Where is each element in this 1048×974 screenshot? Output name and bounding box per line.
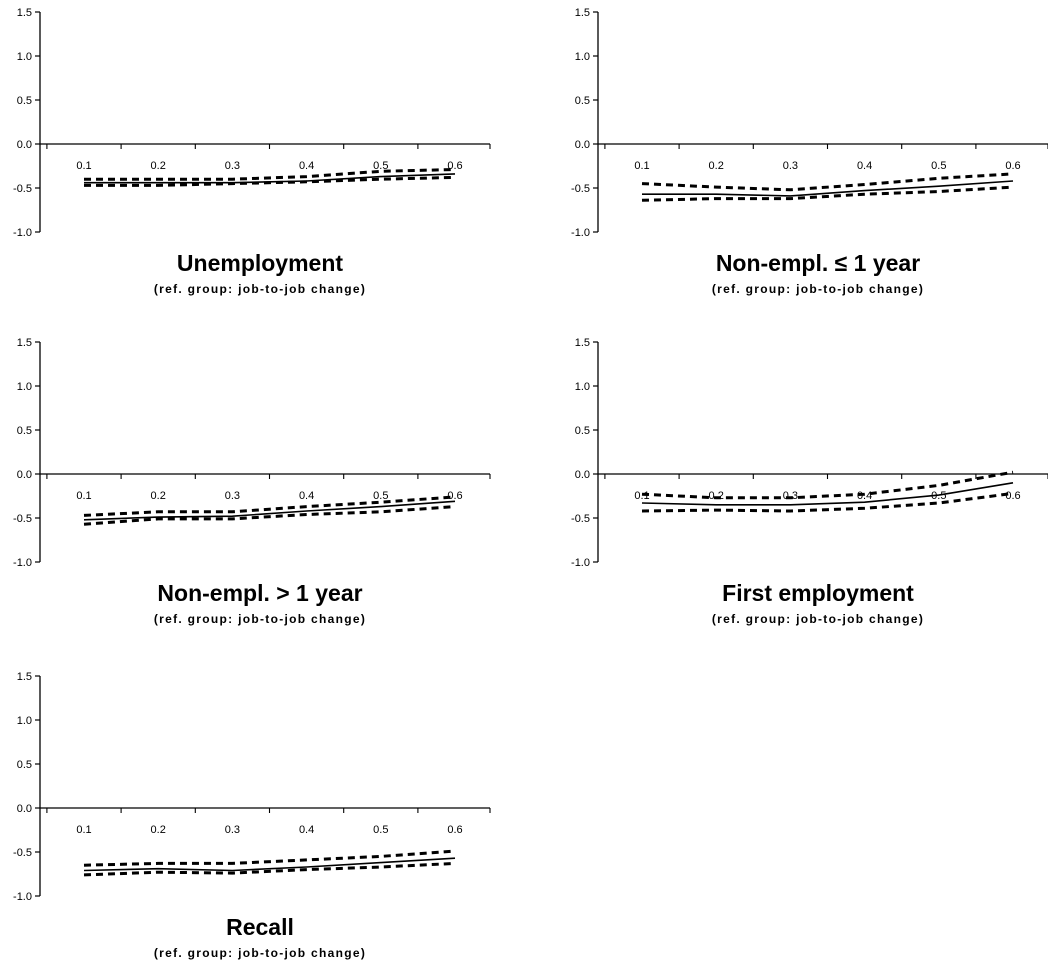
chart-svg: 1.5 1.0 0.5 0.0 -0.5 -1.0 0.1 0.2 0.3 0.4 0.5 0.6 [13,7,491,239]
chart-panel: 1.5 1.0 0.5 0.0 -0.5 -1.0 0.1 0.2 0.3 0.4 0.5 0.6 Un… [0,0,510,310]
confidence-band-line [83,505,456,526]
x-tick-label: 0.4 [299,824,314,836]
x-tick-label: 0.2 [709,490,724,502]
y-tick-label: 1.5 [17,337,32,349]
y-tick-label: 1.0 [17,51,32,63]
y-tick-label: -0.5 [571,513,590,525]
confidence-band-line [84,168,456,181]
x-tick-label: 0.6 [1005,490,1020,502]
y-tick-label: 1.0 [575,381,590,393]
confidence-band-line [641,470,1014,500]
y-tick-label: 0.5 [575,95,590,107]
y-tick-label: -1.0 [13,227,32,239]
y-tick-label: 0.5 [17,425,32,437]
x-tick-label: 0.1 [634,160,649,172]
y-tick-label: 0.0 [17,139,32,151]
chart-subtitle: (ref. group: job-to-job change) [153,946,367,960]
x-tick-label: 0.3 [225,160,240,172]
y-tick-label: -0.5 [13,183,32,195]
x-tick-label: 0.2 [151,160,166,172]
x-tick-label: 0.3 [783,160,798,172]
x-tick-label: 0.3 [225,490,240,502]
chart-title: First employment [722,580,914,606]
x-tick-label: 0.5 [931,160,946,172]
estimate-line [642,180,1014,197]
y-tick-label: 0.5 [17,95,32,107]
y-tick-label: 1.0 [575,51,590,63]
y-tick-label: 1.5 [17,671,32,683]
x-tick-label: 0.1 [76,160,91,172]
y-tick-label: 0.0 [17,469,32,481]
x-tick-label: 0.3 [225,824,240,836]
y-tick-label: 0.0 [575,469,590,481]
y-tick-label: 1.5 [17,7,32,19]
y-tick-label: 0.5 [575,425,590,437]
y-tick-label: 0.5 [17,759,32,771]
x-tick-label: 0.2 [151,490,166,502]
x-tick-label: 0.3 [783,490,798,502]
x-tick-label: 0.4 [299,490,314,502]
y-tick-label: 1.0 [17,381,32,393]
chart-title: Non-empl. ≤ 1 year [715,250,921,276]
x-tick-label: 0.2 [151,824,166,836]
x-tick-label: 0.6 [447,160,462,172]
chart-panel: 1.5 1.0 0.5 0.0 -0.5 -1.0 0.1 0.2 0.3 0.4 0.5 0.6 Re… [0,664,510,974]
y-tick-label: -1.0 [571,227,590,239]
confidence-band-line [83,861,456,877]
chart-subtitle: (ref. group: job-to-job change) [711,282,925,296]
chart-svg: 1.5 1.0 0.5 0.0 -0.5 -1.0 0.1 0.2 0.3 0.4 0.5 0.6 [13,671,491,903]
chart-title: Recall [226,914,294,940]
y-tick-label: -1.0 [571,557,590,569]
y-tick-label: 0.0 [17,803,32,815]
y-tick-label: -0.5 [13,847,32,859]
confidence-band-line [641,491,1014,513]
x-tick-label: 0.5 [373,490,388,502]
x-tick-label: 0.4 [857,490,872,502]
x-tick-label: 0.5 [931,490,946,502]
y-tick-label: 1.0 [17,715,32,727]
y-tick-label: -0.5 [13,513,32,525]
confidence-band-line [641,172,1014,192]
chart-svg: 1.5 1.0 0.5 0.0 -0.5 -1.0 0.1 0.2 0.3 0.4 0.5 0.6 [13,337,491,569]
x-tick-label: 0.5 [373,160,388,172]
x-tick-label: 0.6 [1005,160,1020,172]
x-tick-label: 0.5 [373,824,388,836]
chart-subtitle: (ref. group: job-to-job change) [153,282,367,296]
y-tick-label: 0.0 [575,139,590,151]
x-tick-label: 0.1 [634,490,649,502]
chart-panel: 1.5 1.0 0.5 0.0 -0.5 -1.0 0.1 0.2 0.3 0.4 0.5 0.6 No… [0,330,510,640]
chart-subtitle: (ref. group: job-to-job change) [711,612,925,626]
chart-panel: 1.5 1.0 0.5 0.0 -0.5 -1.0 0.1 0.2 0.3 0.4 0.5 0.6 No… [558,0,1048,310]
chart-subtitle: (ref. group: job-to-job change) [153,612,367,626]
chart-title: Non-empl. > 1 year [157,580,363,606]
chart-title: Unemployment [176,250,344,276]
x-tick-label: 0.2 [709,160,724,172]
x-tick-label: 0.6 [447,824,462,836]
confidence-band-line [83,849,456,867]
estimate-line [83,500,456,521]
x-tick-label: 0.1 [76,490,91,502]
chart-svg: 1.5 1.0 0.5 0.0 -0.5 -1.0 0.1 0.2 0.3 0.4 0.5 0.6 [571,337,1048,569]
y-tick-label: 1.5 [575,7,590,19]
x-tick-label: 0.4 [299,160,314,172]
confidence-band-line [83,495,456,517]
x-tick-label: 0.6 [447,490,462,502]
x-tick-label: 0.4 [857,160,872,172]
confidence-band-line [84,175,456,187]
estimate-line [641,482,1014,506]
y-tick-label: -1.0 [13,557,32,569]
y-tick-label: -1.0 [13,891,32,903]
y-tick-label: -0.5 [571,183,590,195]
y-tick-label: 1.5 [575,337,590,349]
x-tick-label: 0.1 [76,824,91,836]
chart-svg: 1.5 1.0 0.5 0.0 -0.5 -1.0 0.1 0.2 0.3 0.4 0.5 0.6 [571,7,1048,239]
estimate-line [83,857,456,872]
chart-panel: 1.5 1.0 0.5 0.0 -0.5 -1.0 0.1 0.2 0.3 0.4 0.5 0.6 Fi… [558,330,1048,640]
confidence-band-line [641,185,1014,202]
